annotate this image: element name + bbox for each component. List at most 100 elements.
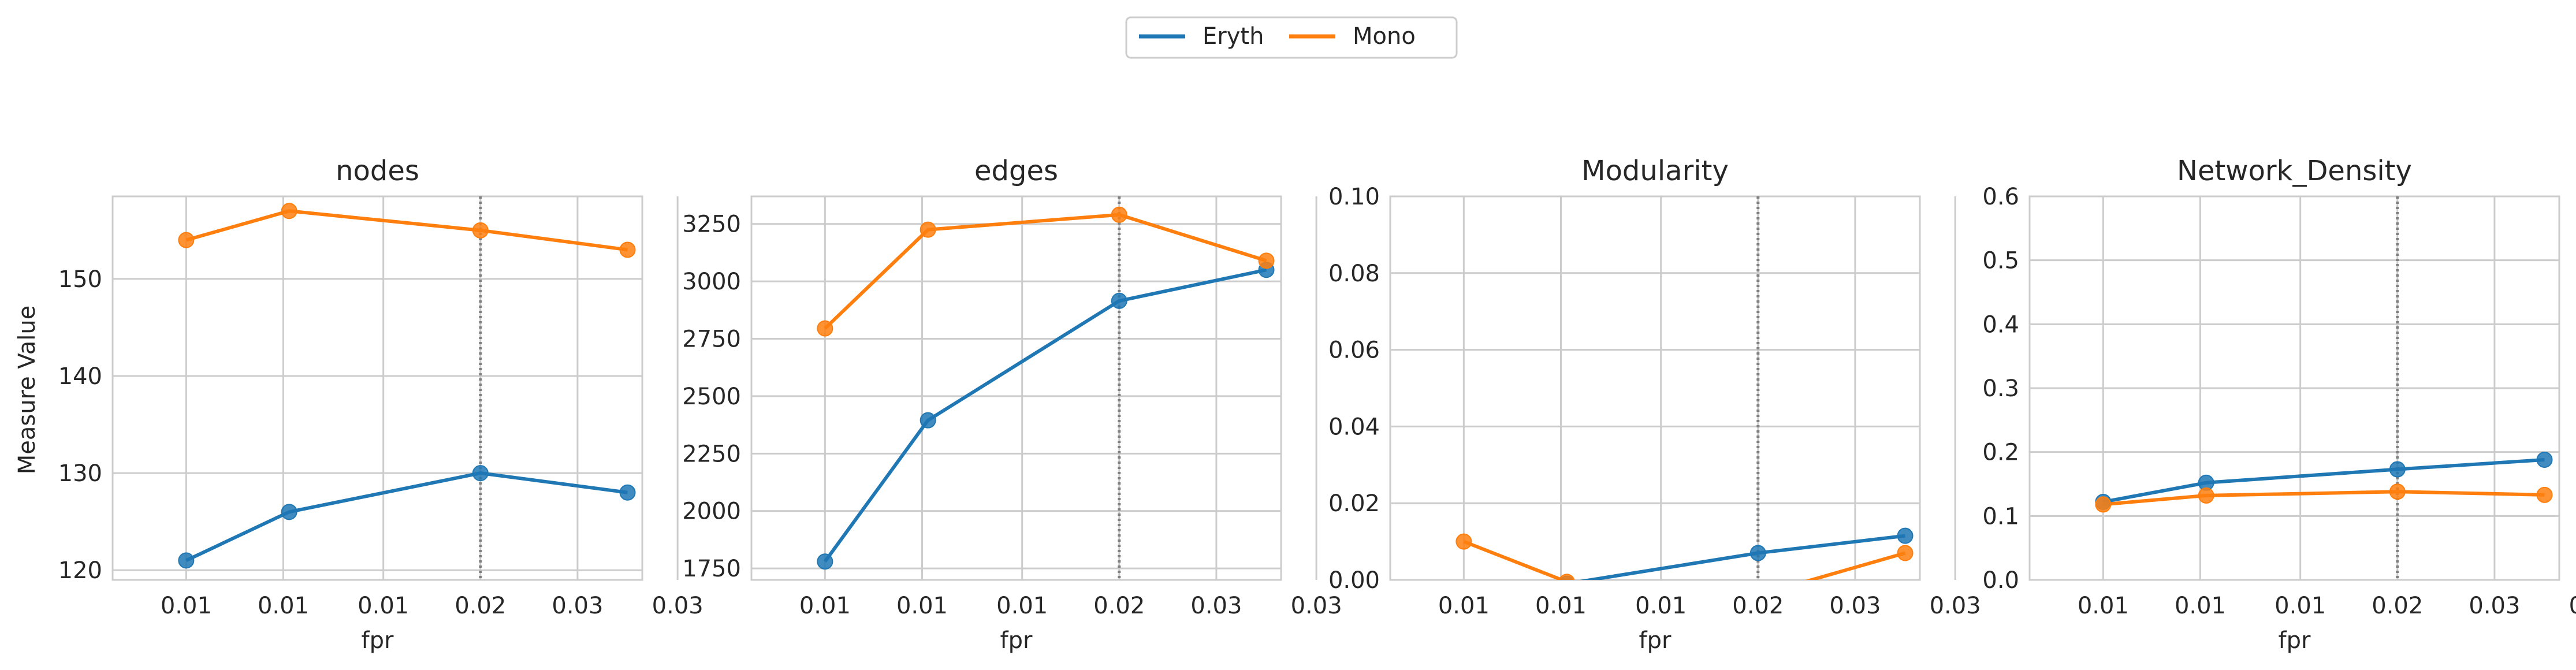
data-point-mono bbox=[817, 320, 833, 337]
x-tick-label: 0.03 bbox=[1190, 593, 1242, 619]
y-tick-label: 3000 bbox=[682, 269, 741, 295]
y-tick-label: 2750 bbox=[682, 326, 741, 353]
plot-area bbox=[113, 196, 642, 580]
data-point-mono bbox=[2536, 486, 2553, 503]
series-line-mono bbox=[824, 213, 1267, 330]
data-point-mono bbox=[1455, 533, 1472, 550]
x-axis-label: fpr bbox=[1000, 627, 1033, 654]
data-point-mono bbox=[2198, 487, 2214, 504]
plot-area bbox=[1390, 196, 1920, 580]
x-tick-label: 0.01 bbox=[2275, 593, 2326, 619]
x-tick-label: 0.03 bbox=[552, 593, 603, 619]
data-point-mono bbox=[2389, 483, 2406, 500]
y-tick-label: 0.06 bbox=[1328, 337, 1380, 364]
x-tick-label: 0.01 bbox=[2175, 593, 2226, 619]
panel-title: Network_Density bbox=[2177, 155, 2412, 187]
plot-frame bbox=[1389, 195, 1921, 581]
y-tick-label: 0.6 bbox=[1982, 184, 2019, 210]
x-tick-label: 0.02 bbox=[1732, 593, 1784, 619]
y-tick-label: 0.5 bbox=[1982, 248, 2019, 274]
x-axis-label: fpr bbox=[1639, 627, 1672, 654]
x-tick-label: 0.01 bbox=[2078, 593, 2129, 619]
y-tick-label: 0.10 bbox=[1328, 184, 1380, 210]
y-tick-label: 2500 bbox=[682, 384, 741, 410]
legend: Eryth Mono bbox=[1125, 16, 1458, 59]
panel-title: Modularity bbox=[1581, 155, 1729, 187]
series-group bbox=[2095, 451, 2553, 513]
plot-area bbox=[751, 196, 1281, 580]
panel-2: 1750 2000 2250 2500 2750 3000 3250 0.01 0.01 0.01… bbox=[682, 155, 1342, 654]
data-point-mono bbox=[920, 221, 936, 238]
data-point-eryth bbox=[472, 465, 489, 482]
x-tick-label: 0.03 bbox=[2469, 593, 2520, 619]
y-tick-label: 3250 bbox=[682, 211, 741, 238]
x-tick-label: 0.03 bbox=[1829, 593, 1881, 619]
x-tick-label: 0.01 bbox=[258, 593, 309, 619]
series-line-eryth bbox=[1580, 534, 1905, 580]
panel-title: nodes bbox=[336, 155, 419, 187]
y-tick-label: 0.02 bbox=[1328, 490, 1380, 517]
x-tick-label: 0.02 bbox=[1093, 593, 1145, 619]
x-tick-label: 0.03 bbox=[2569, 593, 2576, 619]
x-tick-label: 0.01 bbox=[1635, 593, 1687, 619]
panel-title: edges bbox=[974, 155, 1058, 187]
y-axis-label: Measure Value bbox=[14, 306, 40, 475]
y-tick-label: 0.1 bbox=[1982, 503, 2019, 530]
data-point-eryth bbox=[2389, 461, 2406, 478]
y-tick-label: 0.08 bbox=[1328, 260, 1380, 287]
x-tick-label: 0.01 bbox=[799, 593, 851, 619]
series-group bbox=[817, 206, 1275, 570]
y-tick-label: 0.04 bbox=[1328, 414, 1380, 440]
x-tick-label: 0.01 bbox=[1535, 593, 1587, 619]
x-tick-label: 0.03 bbox=[652, 593, 703, 619]
y-tick-label: 120 bbox=[58, 557, 102, 584]
x-tick-label: 0.02 bbox=[2372, 593, 2423, 619]
data-point-mono bbox=[1258, 252, 1275, 269]
y-tick-label: 0.4 bbox=[1982, 311, 2019, 338]
plot-frame bbox=[2028, 195, 2560, 581]
data-point-mono bbox=[472, 222, 489, 239]
data-point-mono bbox=[1111, 206, 1127, 223]
x-tick-label: 0.02 bbox=[455, 593, 506, 619]
data-point-eryth bbox=[1897, 527, 1914, 544]
data-point-eryth bbox=[619, 484, 636, 501]
y-tick-label: 2250 bbox=[682, 441, 741, 467]
legend-label-mono: Mono bbox=[1353, 23, 1416, 50]
y-tick-label: 2000 bbox=[682, 498, 741, 525]
panel-3: 0.00 0.02 0.04 0.06 0.08 0.10 0.01 0.01 0.01 0.02… bbox=[1328, 155, 1981, 654]
y-tick-label: 150 bbox=[58, 266, 102, 293]
plot-frame bbox=[750, 195, 1282, 581]
data-point-eryth bbox=[1111, 292, 1127, 309]
y-tick-label: 140 bbox=[58, 363, 102, 390]
series-line-mono bbox=[2103, 490, 2545, 507]
series-line-eryth bbox=[185, 471, 628, 563]
data-point-mono bbox=[281, 203, 297, 219]
data-point-eryth bbox=[920, 412, 936, 429]
series-line-eryth bbox=[2102, 457, 2545, 504]
y-tick-label: 0.3 bbox=[1982, 375, 2019, 402]
panels: 120 130 140 150 0.01 0.01 0.01 0.02 0.03 0.03 node… bbox=[58, 155, 2576, 654]
data-point-eryth bbox=[281, 504, 297, 520]
x-tick-label: 0.01 bbox=[896, 593, 948, 619]
y-tick-label: 0.0 bbox=[1982, 567, 2019, 594]
data-point-mono bbox=[1559, 574, 1575, 580]
data-point-mono bbox=[2095, 496, 2112, 513]
series-line-eryth bbox=[823, 268, 1267, 563]
legend-label-eryth: Eryth bbox=[1203, 23, 1264, 50]
y-tick-label: 130 bbox=[58, 460, 102, 487]
x-tick-label: 0.03 bbox=[1930, 593, 1981, 619]
y-tick-label: 1750 bbox=[682, 556, 741, 582]
data-point-mono bbox=[178, 232, 195, 248]
x-tick-label: 0.01 bbox=[161, 593, 212, 619]
plot-frame bbox=[111, 195, 643, 581]
data-point-eryth bbox=[178, 552, 195, 569]
x-axis-label: fpr bbox=[2279, 627, 2311, 654]
x-tick-label: 0.03 bbox=[1291, 593, 1342, 619]
data-point-eryth bbox=[817, 553, 833, 570]
series-group bbox=[1455, 527, 1914, 580]
y-tick-label: 0.00 bbox=[1328, 567, 1380, 594]
data-point-mono bbox=[619, 241, 636, 258]
x-tick-label: 0.01 bbox=[1438, 593, 1490, 619]
x-axis-label: fpr bbox=[362, 627, 394, 654]
